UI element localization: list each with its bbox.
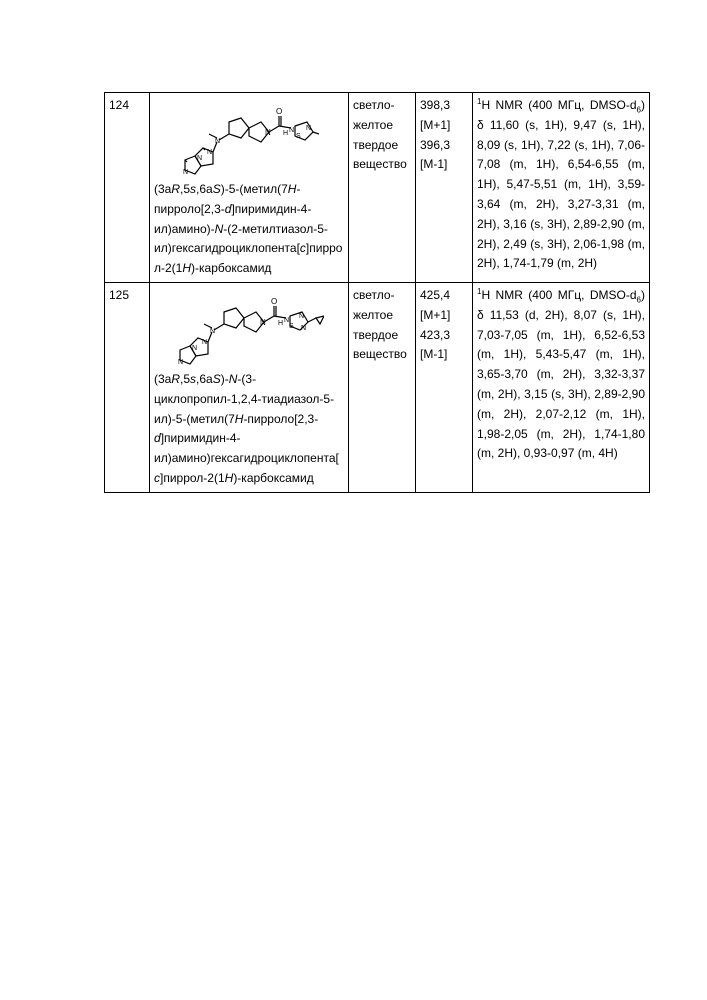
compound-id: 124 — [109, 98, 129, 112]
svg-text:O: O — [271, 297, 277, 306]
cell-mass: 398,3 [M+1] 396,3 [M-1] — [416, 93, 473, 283]
cell-structure: N O H N N N S — [150, 282, 349, 492]
svg-text:N: N — [260, 318, 266, 327]
svg-text:N: N — [197, 155, 202, 162]
cell-mass: 425,4 [M+1] 423,3 [M-1] — [416, 282, 473, 492]
svg-text:H: H — [283, 130, 288, 137]
nmr-text: 1H NMR (400 МГц, DMSO-d6) δ 11,53 (d, 2H… — [477, 288, 645, 460]
structure-icon: N O H N N N S — [174, 288, 324, 366]
cell-id: 125 — [105, 282, 150, 492]
table-row: 124 N O H — [105, 93, 650, 283]
svg-text:N: N — [183, 169, 188, 176]
cell-nmr: 1H NMR (400 МГц, DMSO-d6) δ 11,60 (s, 1H… — [473, 93, 650, 283]
svg-text:S: S — [296, 133, 301, 140]
appearance-text: светло-желтое твердое вещество — [353, 98, 407, 171]
cell-structure: N O H N N S — [150, 93, 349, 283]
cell-id: 124 — [105, 93, 150, 283]
cell-nmr: 1H NMR (400 МГц, DMSO-d6) δ 11,53 (d, 2H… — [473, 282, 650, 492]
svg-text:N: N — [301, 325, 306, 332]
svg-text:H: H — [278, 320, 283, 327]
svg-text:S: S — [289, 323, 294, 330]
svg-text:N: N — [306, 125, 311, 132]
cell-appearance: светло-желтое твердое вещество — [349, 282, 416, 492]
mass-text: 425,4 [M+1] 423,3 [M-1] — [420, 288, 450, 361]
mass-text: 398,3 [M+1] 396,3 [M-1] — [420, 98, 450, 171]
svg-text:N: N — [207, 149, 212, 156]
compound-name: (3aR,5s,6aS)-5-(метил(7H-пирроло[2,3-d]п… — [154, 180, 344, 279]
svg-text:N: N — [178, 359, 183, 366]
appearance-text: светло-желтое твердое вещество — [353, 288, 407, 361]
svg-text:N: N — [192, 345, 197, 352]
compound-id: 125 — [109, 288, 129, 302]
svg-text:N: N — [299, 313, 304, 320]
structure-icon: N O H N N S — [179, 98, 319, 176]
compound-name: (3aR,5s,6aS)-N-(3-циклопропил-1,2,4-тиад… — [154, 370, 344, 489]
cell-appearance: светло-желтое твердое вещество — [349, 93, 416, 283]
nmr-text: 1H NMR (400 МГц, DMSO-d6) δ 11,60 (s, 1H… — [477, 98, 645, 270]
svg-text:O: O — [276, 107, 282, 116]
compound-table: 124 N O H — [104, 92, 650, 493]
svg-text:N: N — [289, 127, 294, 134]
svg-text:N: N — [265, 128, 271, 137]
table-body: 124 N O H — [105, 93, 650, 493]
svg-text:N: N — [202, 339, 207, 346]
table-row: 125 N O H N — [105, 282, 650, 492]
